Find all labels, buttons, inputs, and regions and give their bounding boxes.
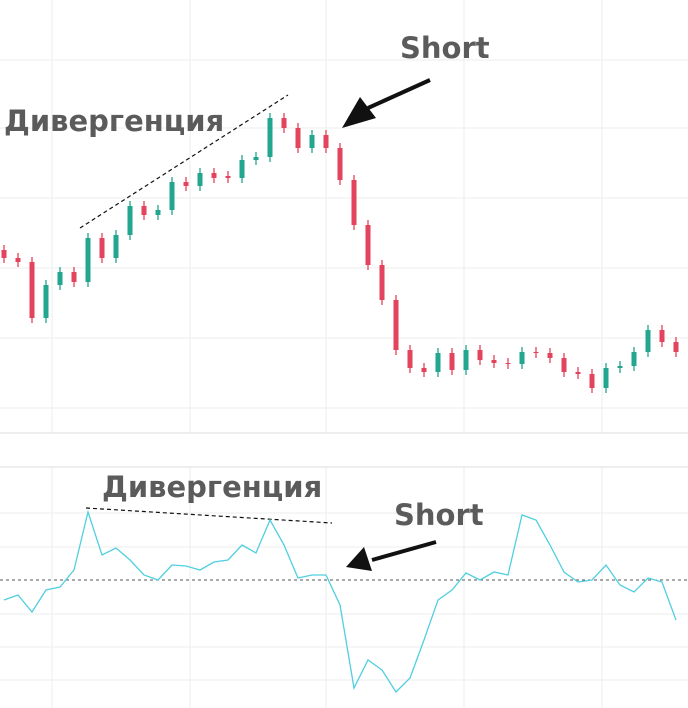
candle-body <box>351 180 357 225</box>
candle-body <box>659 330 665 342</box>
candle-body <box>127 206 133 235</box>
candle-body <box>225 176 231 178</box>
candle-body <box>617 366 623 368</box>
candle-body <box>393 300 399 350</box>
candle-body <box>421 368 427 372</box>
candle-body <box>309 135 315 148</box>
candle-body <box>29 262 35 318</box>
candle-body <box>477 350 483 360</box>
candle-body <box>645 330 651 352</box>
annotation: Дивергенция <box>4 104 224 138</box>
candle-body <box>575 372 581 374</box>
candle-body <box>99 238 105 258</box>
annotation: Short <box>394 498 484 532</box>
candle-body <box>281 118 287 128</box>
candle-body <box>253 157 259 160</box>
candle-body <box>673 342 679 352</box>
candle-body <box>505 363 511 364</box>
annotation: Short <box>400 31 490 65</box>
candle-body <box>57 272 63 285</box>
candle-body <box>603 368 609 388</box>
candle-body <box>491 360 497 363</box>
candle-body <box>449 353 455 370</box>
candle-body <box>169 182 175 210</box>
candle-body <box>239 160 245 178</box>
candle-body <box>113 235 119 258</box>
drawings <box>79 78 437 571</box>
candle-body <box>337 148 343 180</box>
candle-body <box>71 272 77 282</box>
candle-body <box>379 265 385 300</box>
candle-body <box>407 350 413 368</box>
candle-body <box>463 350 469 370</box>
candle-body <box>1 250 7 258</box>
annotation: Дивергенция <box>102 470 322 504</box>
candle-body <box>43 285 49 318</box>
candle-body <box>631 352 637 366</box>
candle-body <box>155 210 161 215</box>
candle-body <box>85 238 91 282</box>
candle-body <box>211 173 217 178</box>
candle-body <box>15 258 21 262</box>
candle-body <box>589 374 595 388</box>
candle-body <box>533 352 539 353</box>
candle-body <box>365 225 371 265</box>
candle-body <box>141 206 147 215</box>
candle-body <box>547 353 553 358</box>
candle-body <box>561 358 567 372</box>
candle-body <box>267 118 273 157</box>
candle-body <box>183 182 189 186</box>
candle-body <box>435 353 441 372</box>
candle-body <box>519 352 525 364</box>
candle-body <box>295 128 301 148</box>
candle-body <box>197 173 203 186</box>
oscillator-line <box>3 509 677 694</box>
candle-body <box>323 135 329 148</box>
